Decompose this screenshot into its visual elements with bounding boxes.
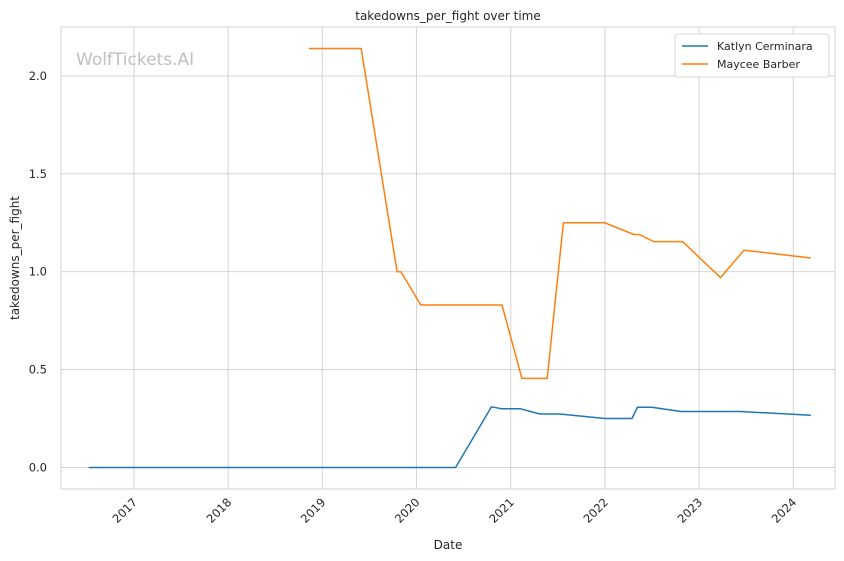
- series-layer: [88, 47, 811, 469]
- x-tick-label: 2017: [110, 495, 141, 526]
- x-tick-label: 2019: [298, 495, 329, 526]
- x-tick-label: 2018: [204, 495, 235, 526]
- y-tick-label: 1.5: [29, 167, 47, 181]
- plot-area: [60, 26, 836, 490]
- series-line-maycee-barber: [308, 47, 811, 380]
- plot-border: [60, 26, 836, 490]
- legend: Katlyn Cerminara Maycee Barber: [674, 33, 830, 78]
- legend-label-katlyn-cerminara: Katlyn Cerminara: [717, 40, 813, 53]
- series-line-katlyn-cerminara: [88, 406, 811, 469]
- y-tick-label: 0.5: [29, 363, 47, 377]
- x-grid: [133, 27, 794, 489]
- x-tick-labels: 2017 2018 2019 2020 2021 2022 2023 2024: [110, 495, 800, 526]
- y-tick-label: 2.0: [29, 69, 47, 83]
- legend-label-maycee-barber: Maycee Barber: [717, 58, 800, 71]
- y-axis-label: takedowns_per_fight: [8, 196, 22, 320]
- y-tick-labels: 0.0 0.5 1.0 1.5 2.0: [29, 69, 47, 475]
- x-tick-label: 2020: [392, 495, 423, 526]
- y-tick-label: 1.0: [29, 265, 47, 279]
- legend-box: [674, 33, 830, 78]
- y-tick-label: 0.0: [29, 460, 47, 474]
- x-tick-label: 2022: [580, 495, 611, 526]
- chart-title: takedowns_per_fight over time: [355, 9, 541, 23]
- watermark: WolfTickets.AI: [76, 50, 194, 70]
- x-axis-label: Date: [434, 538, 463, 552]
- x-tick-label: 2024: [769, 495, 800, 526]
- x-tick-label: 2023: [675, 495, 706, 526]
- x-tick-label: 2021: [486, 495, 517, 526]
